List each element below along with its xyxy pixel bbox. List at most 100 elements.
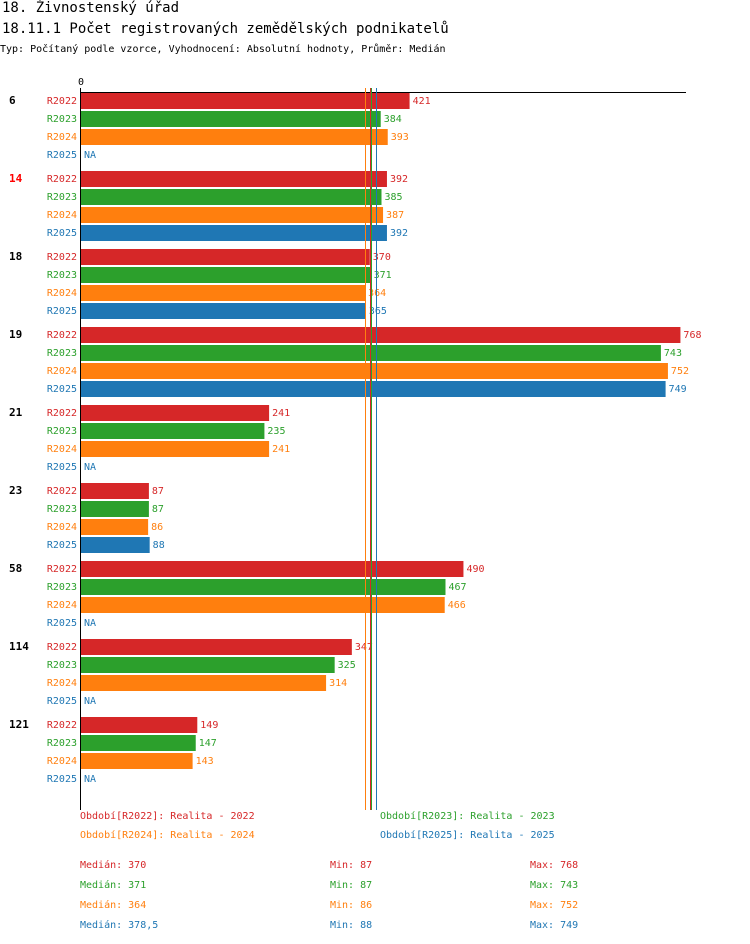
- data-label: 87: [152, 504, 164, 515]
- data-label: 365: [369, 306, 387, 317]
- bar: [81, 207, 384, 223]
- bar: [81, 537, 150, 553]
- data-label: 768: [683, 330, 701, 341]
- bar: [81, 441, 270, 457]
- series-label: R2022: [47, 408, 77, 419]
- na-label: NA: [84, 150, 96, 161]
- stat-min: Min: 86: [330, 900, 373, 911]
- series-label: R2025: [47, 774, 77, 785]
- data-label: 235: [267, 426, 285, 437]
- data-label: 393: [391, 132, 409, 143]
- data-label: 466: [448, 600, 466, 611]
- stat-median: Medián: 371: [80, 880, 147, 891]
- bar: [81, 753, 193, 769]
- bar: [81, 327, 681, 343]
- bar: [81, 363, 668, 379]
- bar: [81, 657, 335, 673]
- series-label: R2024: [47, 444, 77, 455]
- series-label: R2023: [47, 270, 77, 281]
- bar: [81, 285, 366, 301]
- data-label: 370: [373, 252, 391, 263]
- series-label: R2022: [47, 564, 77, 575]
- series-label: R2024: [47, 366, 77, 377]
- legend-item: Období[R2022]: Realita - 2022: [80, 811, 255, 822]
- series-label: R2023: [47, 660, 77, 671]
- bar: [81, 405, 270, 421]
- bar: [81, 597, 445, 613]
- stat-min: Min: 88: [330, 920, 373, 931]
- bar: [81, 519, 149, 535]
- series-label: R2025: [47, 306, 77, 317]
- data-label: 387: [386, 210, 404, 221]
- stat-median: Medián: 370: [80, 860, 147, 871]
- series-label: R2023: [47, 582, 77, 593]
- stat-min: Min: 87: [330, 860, 373, 871]
- data-label: 325: [338, 660, 356, 671]
- bar: [81, 93, 410, 109]
- bar: [81, 129, 388, 145]
- na-label: NA: [84, 618, 96, 629]
- na-label: NA: [84, 462, 96, 473]
- stat-max: Max: 768: [530, 860, 579, 871]
- na-label: NA: [84, 696, 96, 707]
- data-label: 149: [200, 720, 218, 731]
- bar: [81, 483, 149, 499]
- bar: [81, 501, 149, 517]
- x-axis-zero-label: 0: [78, 77, 84, 88]
- data-label: 314: [329, 678, 347, 689]
- series-label: R2025: [47, 462, 77, 473]
- group-label: 14: [9, 172, 23, 185]
- series-label: R2022: [47, 252, 77, 263]
- bar: [81, 267, 371, 283]
- bar: [81, 717, 198, 733]
- bar: [81, 381, 666, 397]
- data-label: 147: [199, 738, 217, 749]
- legend-item: Období[R2025]: Realita - 2025: [380, 830, 555, 841]
- bar: [81, 189, 382, 205]
- series-label: R2023: [47, 114, 77, 125]
- series-label: R2023: [47, 738, 77, 749]
- stat-max: Max: 749: [530, 920, 579, 931]
- group-label: 114: [9, 640, 29, 653]
- series-label: R2025: [47, 150, 77, 161]
- series-label: R2023: [47, 504, 77, 515]
- group-label: 121: [9, 718, 29, 731]
- bar: [81, 579, 446, 595]
- data-label: 490: [466, 564, 484, 575]
- series-label: R2022: [47, 642, 77, 653]
- series-label: R2025: [47, 228, 77, 239]
- chart-title: 18.11.1 Počet registrovaných zemědělskýc…: [2, 21, 449, 37]
- series-label: R2025: [47, 618, 77, 629]
- data-label: 364: [368, 288, 386, 299]
- group-label: 23: [9, 484, 22, 497]
- data-label: 86: [151, 522, 163, 533]
- bar: [81, 249, 370, 265]
- series-label: R2024: [47, 288, 77, 299]
- data-label: 467: [448, 582, 466, 593]
- group-label: 6: [9, 94, 16, 107]
- bar: [81, 639, 352, 655]
- data-label: 143: [196, 756, 214, 767]
- series-label: R2024: [47, 210, 77, 221]
- data-label: 421: [413, 96, 431, 107]
- stat-median: Medián: 378,5: [80, 920, 159, 931]
- stat-max: Max: 743: [530, 880, 579, 891]
- legend-item: Období[R2024]: Realita - 2024: [80, 830, 255, 841]
- data-label: 743: [664, 348, 682, 359]
- data-label: 87: [152, 486, 164, 497]
- data-label: 392: [390, 174, 408, 185]
- series-label: R2024: [47, 522, 77, 533]
- series-label: R2023: [47, 426, 77, 437]
- bar: [81, 111, 381, 127]
- bar: [81, 561, 464, 577]
- series-label: R2024: [47, 756, 77, 767]
- stat-median: Medián: 364: [80, 900, 147, 911]
- legend-item: Období[R2023]: Realita - 2023: [380, 811, 555, 822]
- series-label: R2022: [47, 486, 77, 497]
- data-label: 752: [671, 366, 689, 377]
- bar: [81, 225, 387, 241]
- stat-max: Max: 752: [530, 900, 579, 911]
- series-label: R2023: [47, 348, 77, 359]
- group-label: 58: [9, 562, 22, 575]
